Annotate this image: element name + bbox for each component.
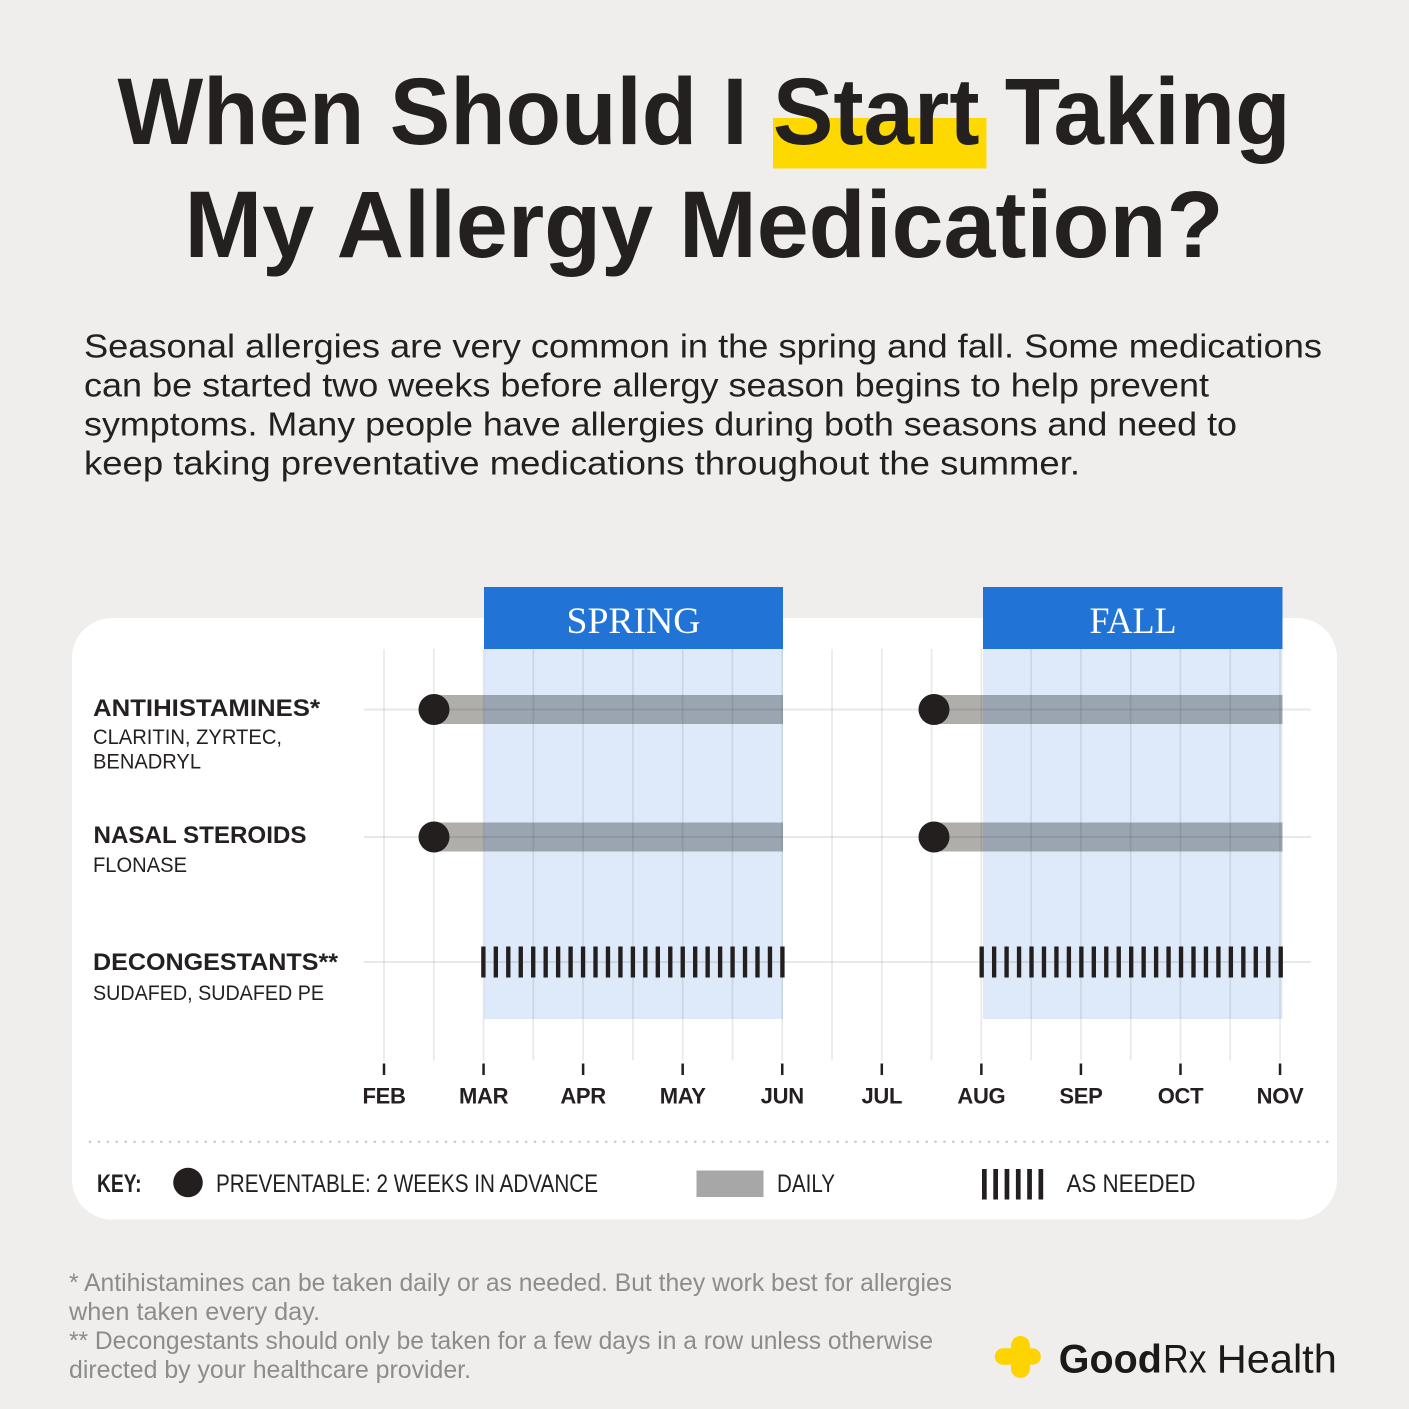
svg-text:FALL: FALL xyxy=(1090,601,1177,642)
svg-text:* Antihistamines can be taken: * Antihistamines can be taken daily or a… xyxy=(69,1269,952,1297)
svg-text:FLONASE: FLONASE xyxy=(93,854,187,877)
svg-text:FEB: FEB xyxy=(362,1084,405,1109)
svg-text:AS NEEDED: AS NEEDED xyxy=(1067,1170,1196,1198)
svg-text:directed by your healthcare pr: directed by your healthcare provider. xyxy=(69,1356,471,1384)
svg-text:SUDAFED, SUDAFED PE: SUDAFED, SUDAFED PE xyxy=(93,982,324,1005)
svg-text:MAR: MAR xyxy=(459,1084,509,1109)
svg-text:DECONGESTANTS**: DECONGESTANTS** xyxy=(93,949,339,976)
svg-text:When Should I Start Taking: When Should I Start Taking xyxy=(118,59,1291,165)
svg-text:NASAL STEROIDS: NASAL STEROIDS xyxy=(94,822,307,849)
svg-text:symptoms. Many people have all: symptoms. Many people have allergies dur… xyxy=(84,406,1237,443)
svg-text:MAY: MAY xyxy=(660,1084,707,1109)
svg-text:PREVENTABLE: 2 WEEKS IN ADVANC: PREVENTABLE: 2 WEEKS IN ADVANCE xyxy=(216,1170,598,1198)
svg-text:when taken every day.: when taken every day. xyxy=(68,1298,320,1326)
svg-text:keep taking preventative medic: keep taking preventative medications thr… xyxy=(84,445,1080,482)
svg-text:AUG: AUG xyxy=(957,1084,1005,1109)
svg-text:can be started two weeks befor: can be started two weeks before allergy … xyxy=(84,367,1209,404)
svg-text:** Decongestants should only b: ** Decongestants should only be taken fo… xyxy=(69,1327,933,1355)
svg-text:KEY:: KEY: xyxy=(97,1170,142,1198)
svg-text:APR: APR xyxy=(560,1084,606,1109)
svg-text:BENADRYL: BENADRYL xyxy=(93,751,201,774)
svg-text:My Allergy Medication?: My Allergy Medication? xyxy=(185,172,1224,278)
svg-text:NOV: NOV xyxy=(1257,1084,1304,1109)
svg-text:ANTIHISTAMINES*: ANTIHISTAMINES* xyxy=(93,695,321,722)
svg-text:DAILY: DAILY xyxy=(777,1170,835,1198)
svg-text:JUN: JUN xyxy=(761,1084,804,1109)
svg-text:Good: Good xyxy=(1059,1338,1162,1382)
svg-text:SEP: SEP xyxy=(1059,1084,1102,1109)
svg-text:CLARITIN, ZYRTEC,: CLARITIN, ZYRTEC, xyxy=(93,726,282,749)
svg-text:Rx: Rx xyxy=(1163,1338,1207,1382)
svg-text:Seasonal allergies are very co: Seasonal allergies are very common in th… xyxy=(84,328,1322,365)
svg-text:JUL: JUL xyxy=(861,1084,902,1109)
svg-text:SPRING: SPRING xyxy=(567,601,701,642)
svg-text:Health: Health xyxy=(1217,1338,1337,1382)
svg-text:OCT: OCT xyxy=(1158,1084,1204,1109)
